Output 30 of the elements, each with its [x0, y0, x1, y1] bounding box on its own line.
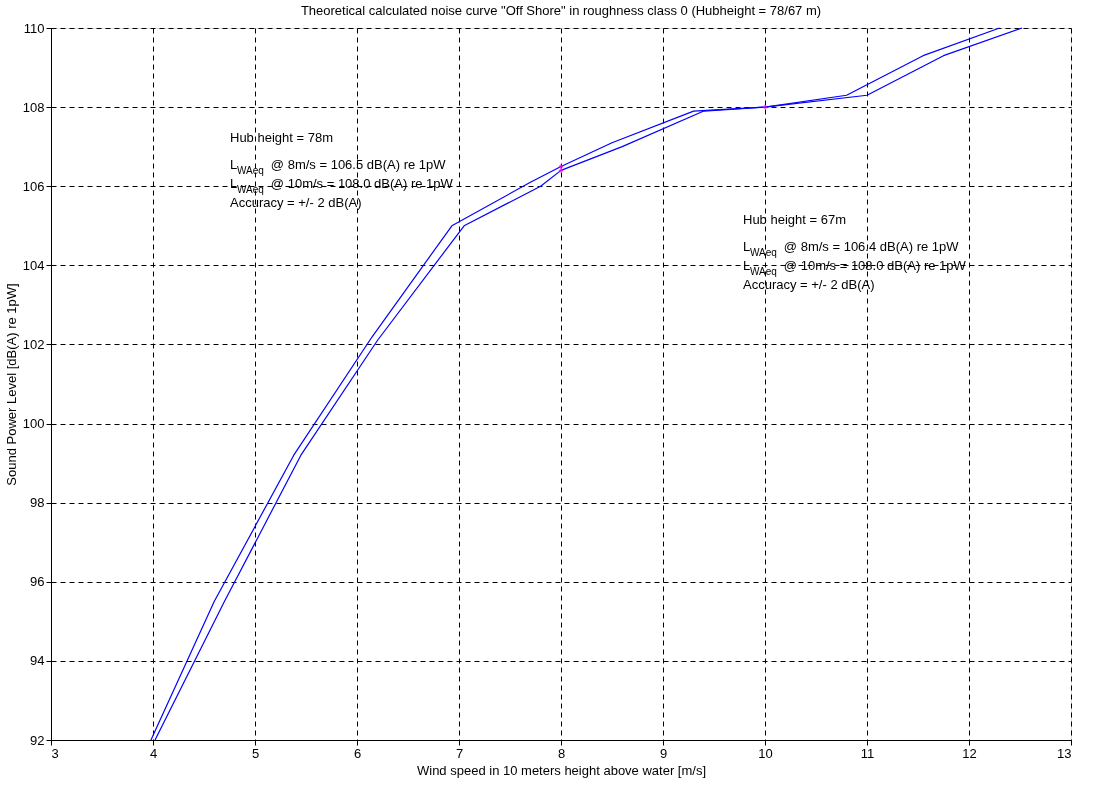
x-tick-label: 9	[659, 745, 668, 761]
y-tick-label: 108	[22, 99, 45, 115]
y-tick-label: 104	[22, 257, 45, 273]
x-tick-label: 10	[758, 745, 773, 761]
x-tick-label: 6	[353, 745, 362, 761]
annotation: Accuracy = +/- 2 dB(A)	[230, 195, 362, 210]
y-tick-label: 92	[30, 732, 45, 748]
annotation: Hub height = 78m	[230, 130, 333, 145]
point	[762, 104, 768, 110]
y-tick-label: 106	[22, 178, 45, 194]
y-tick-label: 102	[22, 336, 45, 352]
x-tick-label: 5	[251, 745, 260, 761]
x-tick-label: 12	[962, 745, 977, 761]
point	[558, 167, 564, 173]
y-tick-label: 94	[30, 653, 45, 669]
x-axis-title: Wind speed in 10 meters height above water [m/s]	[416, 762, 707, 778]
chart-title: Theoretical calculated noise curve "Off Shore" in roughness class 0 (Hubheight = 78/67 m)	[300, 3, 822, 18]
point	[558, 163, 564, 169]
y-tick-label: 96	[30, 574, 45, 590]
y-tick-label: 100	[22, 416, 45, 432]
x-tick-label: 4	[149, 745, 158, 761]
y-axis-title: Sound Power Level [dB(A) re 1pW]	[3, 283, 19, 486]
x-tick-label: 8	[557, 745, 566, 761]
x-tick-label: 7	[455, 745, 464, 761]
x-tick-label: 13	[1057, 745, 1072, 761]
y-tick-label: 110	[23, 20, 45, 36]
x-tick-label: 3	[51, 745, 59, 761]
y-tick-label: 98	[30, 495, 45, 511]
annotation: Accuracy = +/- 2 dB(A)	[743, 277, 875, 292]
x-tick-label: 11	[860, 745, 875, 761]
